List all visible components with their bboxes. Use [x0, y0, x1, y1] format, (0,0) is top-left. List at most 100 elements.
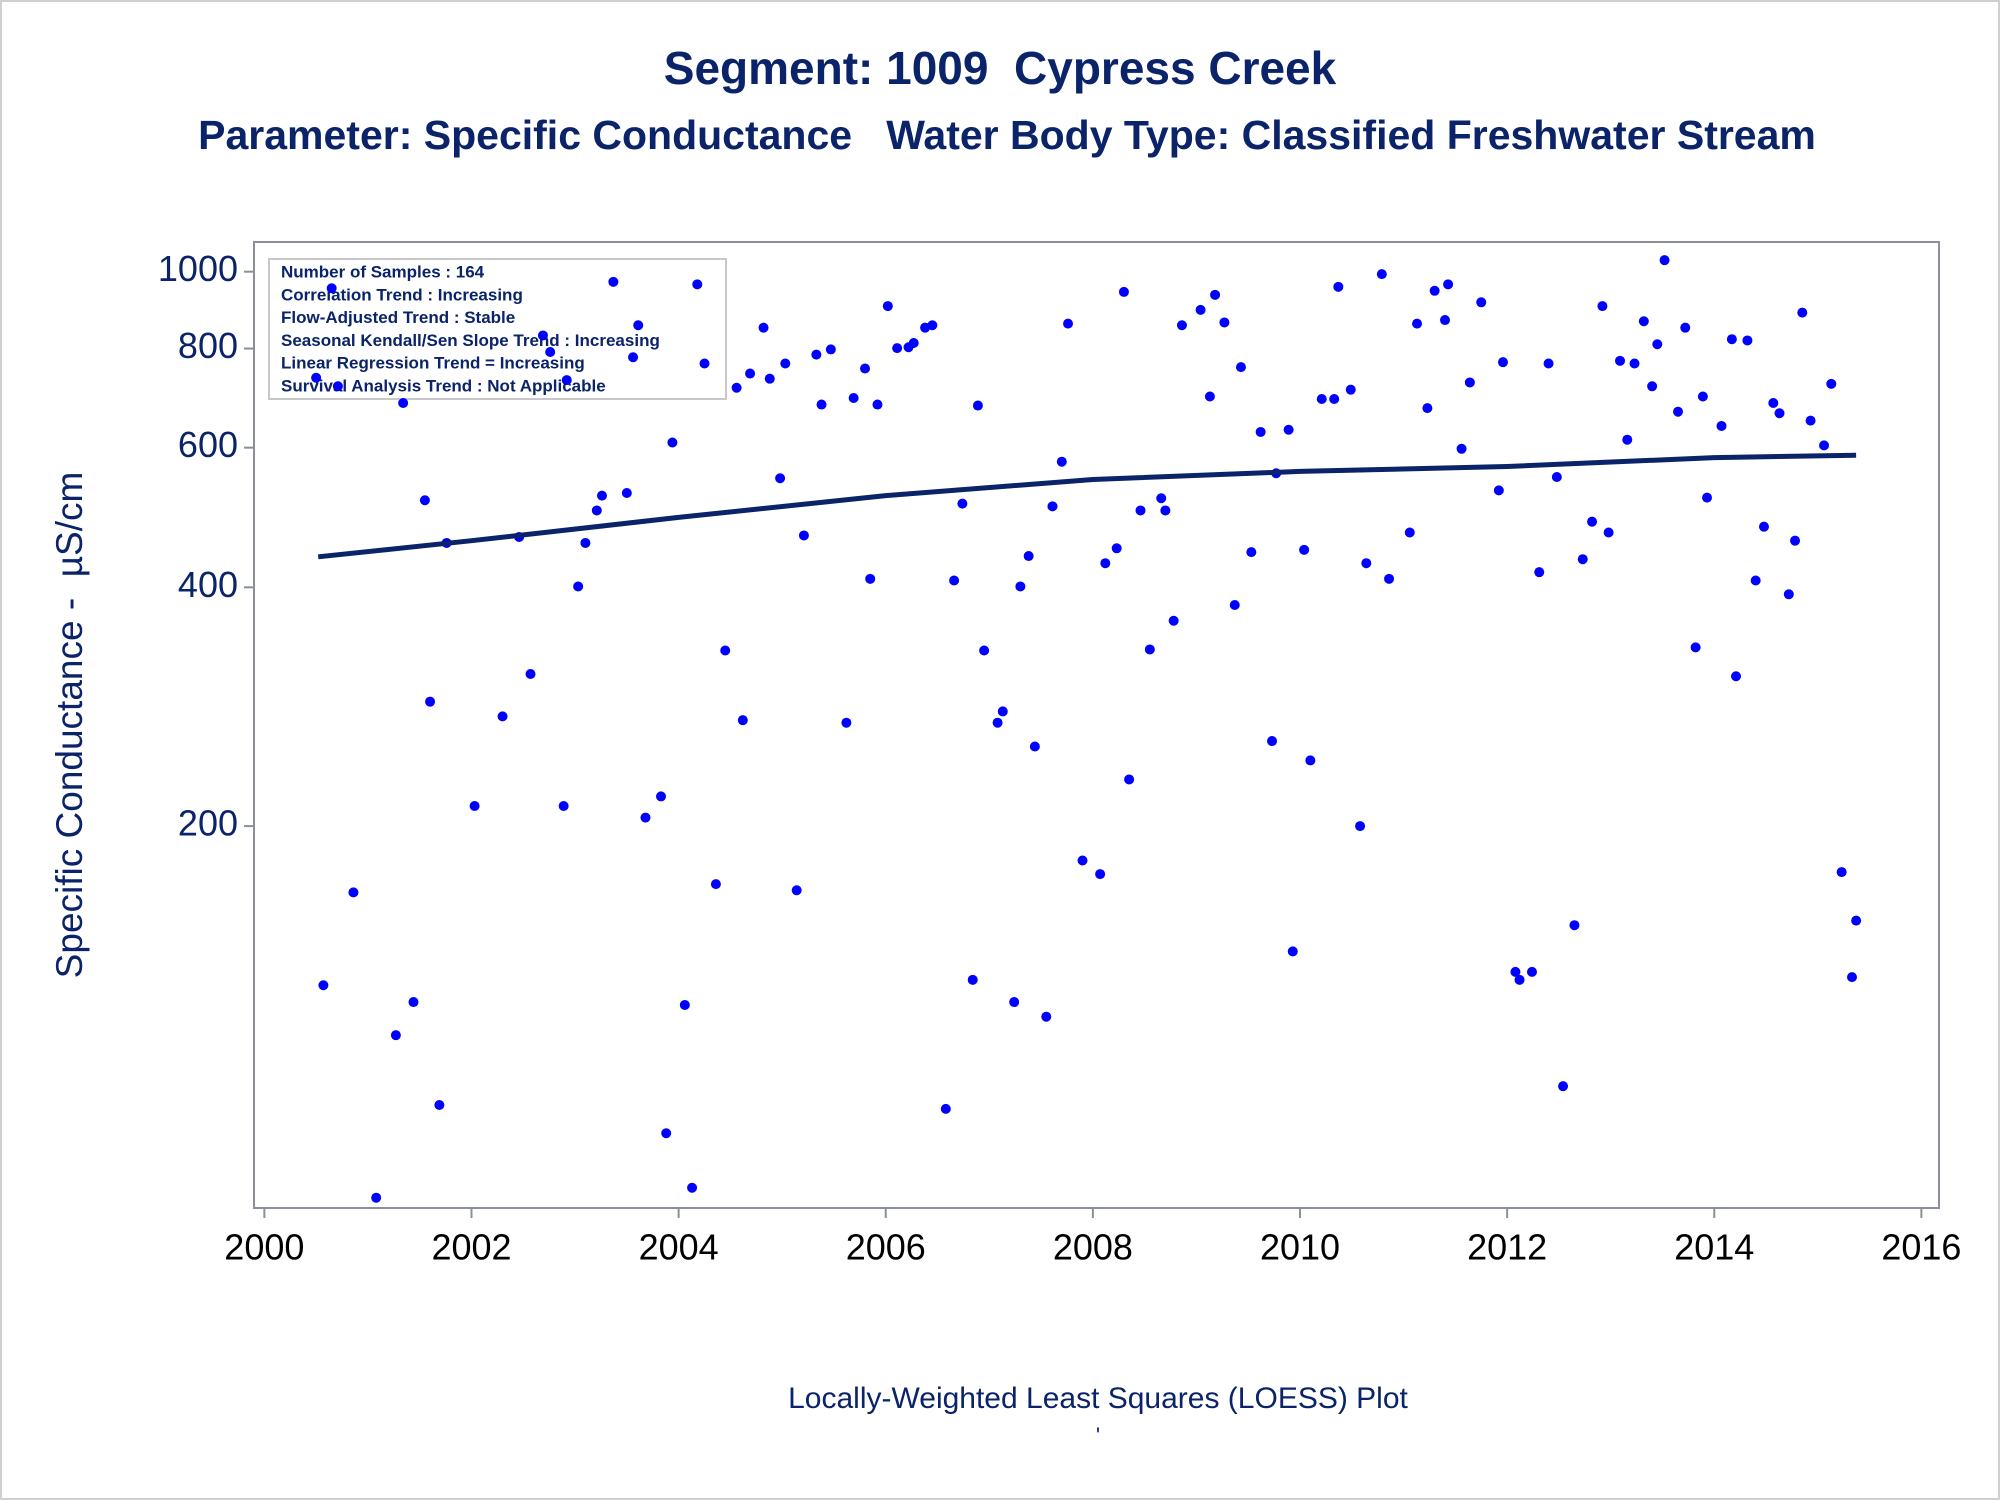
footnote-mark: ': [1096, 1423, 1100, 1448]
data-point: [737, 715, 748, 726]
data-point: [1168, 615, 1179, 626]
data-point: [692, 279, 703, 290]
data-point: [545, 347, 556, 358]
data-point: [679, 999, 690, 1010]
x-tick-label: 2004: [639, 1227, 719, 1268]
data-point: [332, 381, 343, 392]
data-point: [816, 399, 827, 410]
data-point: [1041, 1011, 1052, 1022]
data-point: [1731, 671, 1742, 682]
data-point: [1702, 492, 1713, 503]
data-point: [667, 437, 678, 448]
data-point: [1023, 551, 1034, 562]
data-point: [1384, 573, 1395, 584]
data-point: [892, 343, 903, 354]
data-point: [764, 373, 775, 384]
data-point: [1615, 355, 1626, 366]
data-point: [318, 980, 329, 991]
data-point: [1204, 391, 1215, 402]
data-point: [848, 393, 859, 404]
plot-frame: [253, 241, 1940, 1209]
data-point: [596, 490, 607, 501]
data-point: [1551, 471, 1562, 482]
data-point: [825, 344, 836, 355]
data-point: [628, 352, 639, 363]
data-point: [1456, 443, 1467, 454]
data-point: [1333, 281, 1344, 292]
data-point: [720, 645, 731, 656]
data-point: [1790, 535, 1801, 546]
data-point: [1543, 358, 1554, 369]
data-point: [865, 573, 876, 584]
data-point: [1095, 869, 1106, 880]
annotation-text: Flow-Adjusted Trend : Stable: [281, 308, 515, 327]
data-point: [1283, 424, 1294, 435]
y-tick-label: 800: [178, 325, 238, 366]
data-point: [1439, 315, 1450, 326]
data-point: [419, 495, 430, 506]
data-point: [1156, 493, 1167, 504]
data-point: [1111, 543, 1122, 554]
data-point: [1514, 974, 1525, 985]
data-point: [1534, 567, 1545, 578]
data-point: [791, 885, 802, 896]
y-tick-label: 1000: [158, 248, 238, 289]
annotation-text: Linear Regression Trend = Increasing: [281, 354, 585, 373]
data-point: [1429, 285, 1440, 296]
data-point: [1697, 391, 1708, 402]
data-point: [1422, 403, 1433, 414]
data-point: [1443, 279, 1454, 290]
data-point: [1063, 318, 1074, 329]
x-tick-label: 2014: [1674, 1227, 1754, 1268]
x-tick-label: 2002: [431, 1227, 511, 1268]
data-point: [390, 1030, 401, 1041]
y-axis-label: Specific Conductance - µS/cm: [49, 472, 90, 979]
data-point: [1316, 394, 1327, 405]
data-point: [1526, 966, 1537, 977]
data-point: [1726, 334, 1737, 345]
data-point: [687, 1182, 698, 1193]
data-point: [1144, 644, 1155, 655]
data-point: [640, 812, 651, 823]
data-point: [908, 338, 919, 349]
data-point: [1558, 1081, 1569, 1092]
data-point: [1056, 456, 1067, 467]
data-point: [1077, 855, 1088, 866]
data-point: [949, 575, 960, 586]
data-point: [348, 887, 359, 898]
data-point: [957, 498, 968, 509]
data-point: [398, 398, 409, 409]
data-point: [1476, 297, 1487, 308]
data-point: [1267, 736, 1278, 747]
data-point: [591, 505, 602, 516]
data-point: [1847, 972, 1858, 983]
data-point: [1569, 920, 1580, 931]
data-point: [1638, 316, 1649, 327]
x-tick-label: 2000: [224, 1227, 304, 1268]
data-point: [1100, 558, 1111, 569]
data-point: [1805, 415, 1816, 426]
data-point: [1176, 320, 1187, 331]
data-point: [1404, 527, 1415, 538]
data-point: [1029, 741, 1040, 752]
data-point: [1047, 501, 1058, 512]
data-point: [1376, 269, 1387, 280]
data-point: [1629, 358, 1640, 369]
annotation-text: Number of Samples : 164: [281, 262, 485, 281]
data-point: [558, 801, 569, 812]
footnote: Locally-Weighted Least Squares (LOESS) P…: [788, 1382, 1408, 1415]
annotation-text: Correlation Trend : Increasing: [281, 285, 523, 304]
x-tick-label: 2016: [1881, 1227, 1961, 1268]
chart-subtitle: Parameter: Specific Conductance Water Bo…: [198, 112, 1816, 158]
data-point: [780, 358, 791, 369]
data-point: [775, 473, 786, 484]
data-point: [1135, 505, 1146, 516]
data-point: [1716, 420, 1727, 431]
data-point: [1493, 485, 1504, 496]
data-point: [1690, 642, 1701, 653]
data-point: [1255, 426, 1266, 437]
data-point: [1195, 304, 1206, 315]
annotation-text: Survival Analysis Trend : Not Applicable: [281, 376, 606, 395]
loess-line: [317, 452, 1857, 560]
